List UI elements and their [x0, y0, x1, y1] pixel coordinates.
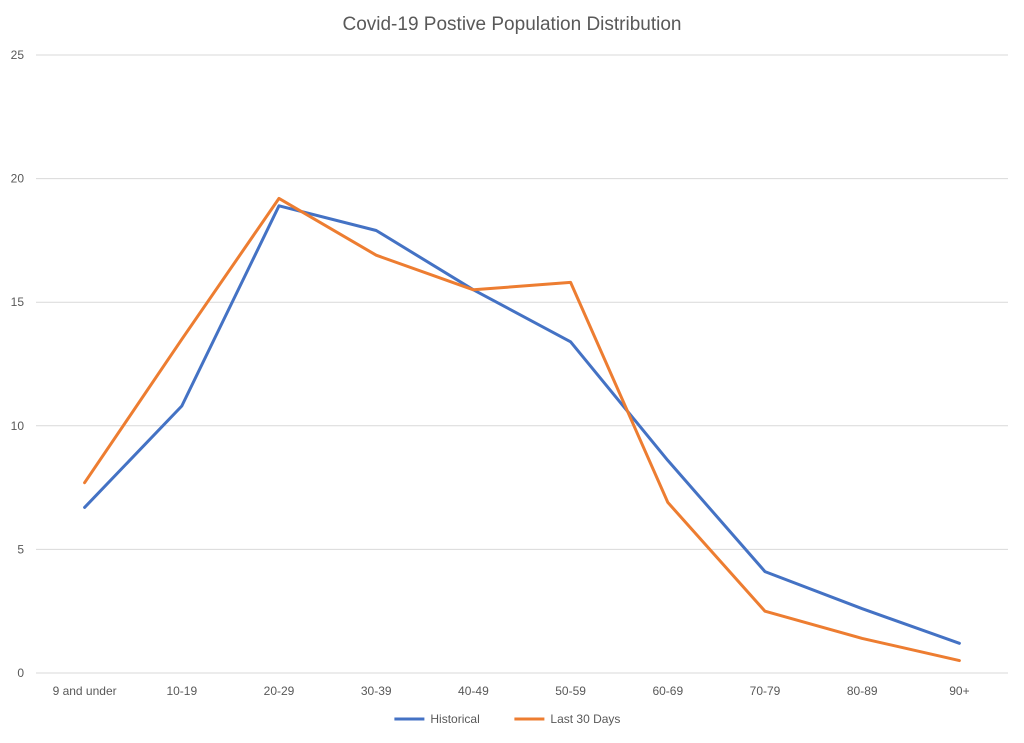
- y-tick-label: 10: [11, 419, 25, 433]
- x-tick-label: 70-79: [750, 684, 781, 698]
- y-tick-label: 25: [11, 48, 25, 62]
- x-tick-label: 80-89: [847, 684, 878, 698]
- axes: 0 5 10 15 20 25 9 and under 10-19 20-29 30-39 40-4…: [11, 48, 1008, 698]
- legend-item: Last 30 Days: [514, 712, 620, 726]
- x-tick-label: 90+: [949, 684, 969, 698]
- x-tick-label: 40-49: [458, 684, 489, 698]
- y-tick-label: 5: [17, 542, 24, 556]
- y-tick-label: 0: [17, 666, 24, 680]
- x-tick-label: 9 and under: [53, 684, 117, 698]
- series-lines: [83, 196, 961, 663]
- legend-label: Historical: [430, 712, 479, 726]
- series-line-last-30-days: [83, 196, 961, 663]
- series-line-historical: [83, 204, 961, 645]
- legend-item: Historical: [394, 712, 480, 726]
- y-tick-label: 20: [11, 172, 25, 186]
- x-tick-label: 30-39: [361, 684, 392, 698]
- chart-title: Covid-19 Postive Population Distribution: [342, 14, 681, 35]
- x-tick-label: 60-69: [652, 684, 683, 698]
- gridlines: [36, 54, 1008, 550]
- y-tick-label: 15: [11, 295, 25, 309]
- x-tick-label: 20-29: [264, 684, 295, 698]
- x-tick-label: 50-59: [555, 684, 586, 698]
- legend: Historical Last 30 Days: [394, 712, 620, 726]
- legend-label: Last 30 Days: [550, 712, 620, 726]
- x-tick-label: 10-19: [166, 684, 197, 698]
